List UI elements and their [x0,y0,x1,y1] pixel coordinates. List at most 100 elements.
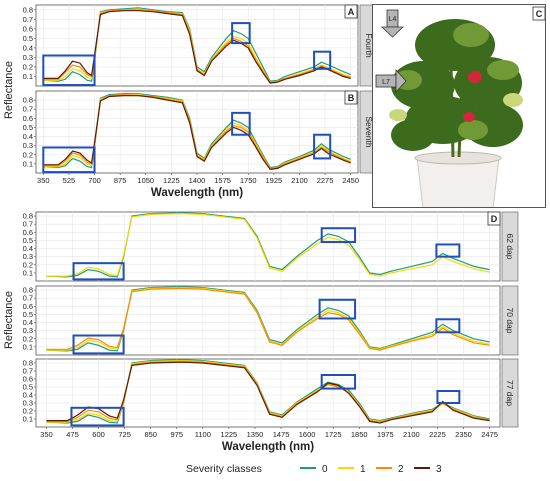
tick-label-y: 0.3 [23,326,33,335]
tick-label-x: 1925 [265,176,282,185]
plant-photo: L4 L7 C [372,4,546,208]
tick-label-x: 1225 [163,176,180,185]
tick-label-y: 0.6 [23,228,33,237]
tick-label-y: 0.4 [23,132,33,141]
tick-label-y: 0.1 [23,342,33,351]
legend-title: Severity classes [186,463,262,475]
tick-label-x: 1750 [240,176,257,185]
plot-area [35,285,501,356]
legend: Severity classes 0 1 2 3 [186,463,442,475]
arrow-l7: L7 [375,68,407,94]
facet-strip [501,285,519,356]
series-line-0 [43,93,351,169]
tick-label-y: 0.6 [23,302,33,311]
tick-label-y: 0.6 [23,375,33,384]
highlight-box [72,334,125,355]
tick-label-x: 1225 [221,430,238,439]
tick-label-y: 0.4 [23,43,33,52]
highlight-box [318,298,357,320]
highlight-box [320,374,357,390]
highlight-box [70,406,125,427]
highlight-box [435,243,461,258]
series-line-1 [46,359,490,423]
tick-label-y: 0.7 [23,15,33,24]
series-line-2 [43,9,351,83]
tick-label-y: 0.8 [23,5,33,14]
facet-strip [501,358,519,428]
tick-label-y: 0.8 [23,96,33,105]
panel-letter-c: C [536,9,543,19]
panel-letter: B [348,93,355,103]
tick-label-y: 0.6 [23,114,33,123]
tick-label-x: 350 [40,430,53,439]
tick-label-y: 0.5 [23,236,33,245]
tick-label-y: 0.4 [23,244,33,253]
tick-label-x: 1050 [137,176,154,185]
tick-label-y: 0.2 [23,260,33,269]
series-line-0 [46,286,490,352]
series-line-2 [43,93,351,170]
tick-label-y: 0.7 [23,294,33,303]
arrow-l4: L4 [381,9,404,38]
legend-label-3: 3 [436,464,442,475]
tick-label-y: 0.7 [23,220,33,229]
legend-label-2: 2 [398,464,404,475]
panel-letter-box [344,90,358,105]
series-line-0 [43,7,351,82]
highlight-box [320,227,357,244]
series-line-1 [46,286,490,351]
tick-label-y: 0.8 [23,359,33,368]
tick-label-x: 2100 [291,176,308,185]
series-line-3 [43,95,351,171]
tick-label-x: 700 [88,176,101,185]
tick-label-x: 2450 [342,176,359,185]
tick-label-x: 475 [66,430,79,439]
tick-label-x: 350 [37,176,50,185]
highlight-box [231,111,251,136]
panel-letter-box [344,4,358,19]
tick-label-x: 2100 [403,430,420,439]
chart-panel-1: 0.10.20.30.40.50.60.70.8 Fourth A [23,4,379,87]
series-line-1 [46,212,490,277]
tick-label-y: 0.5 [23,123,33,132]
tick-label-x: 725 [118,430,131,439]
facet-strip-label: 77 dap [505,380,515,406]
tick-label-y: 0.7 [23,105,33,114]
tick-label-x: 525 [63,176,76,185]
series-line-0 [46,359,490,424]
tick-label-x: 975 [171,430,184,439]
facet-strip-label: 62 dap [505,234,515,260]
chart-panel-4: 0.10.20.30.40.50.60.70.8 70 dap [23,285,519,356]
facet-strip-label: Fourth [364,33,374,58]
tick-label-y: 0.6 [23,24,33,33]
chart-panel-5: 0.10.20.30.40.50.60.70.8 350 475 600 725 850 9… [23,358,519,453]
plant-illustration: L4 L7 C [373,5,545,207]
highlight-box [435,318,461,334]
panel-letter: A [348,7,355,17]
plot-area [35,358,501,428]
chart-panel-3: 0.10.20.30.40.50.60.70.8 62 dap D [23,211,519,282]
tick-label-y: 0.5 [23,34,33,43]
x-axis-label: Wavelength (nm) [222,441,314,453]
panel-letter-box [487,211,501,226]
tick-label-x: 2475 [481,430,498,439]
tick-label-y: 0.4 [23,391,33,400]
series-line-3 [46,361,490,424]
tick-label-y: 0.4 [23,318,33,327]
tick-label-x: 1600 [299,430,316,439]
tick-label-x: 1350 [247,430,264,439]
tick-label-y: 0.3 [23,53,33,62]
highlight-box [42,146,96,174]
tick-label-x: 850 [144,430,157,439]
series-line-0 [46,212,490,278]
highlight-box [436,390,461,404]
tick-label-y: 0.1 [23,268,33,277]
tick-label-y: 0.5 [23,310,33,319]
tick-label-y: 0.2 [23,334,33,343]
tick-label-x: 2275 [317,176,334,185]
arrow-l4-label: L4 [389,16,397,23]
highlight-box [72,262,125,281]
y-axis-label-bottom: Reflectance [3,291,15,349]
series-line-1 [43,94,351,170]
